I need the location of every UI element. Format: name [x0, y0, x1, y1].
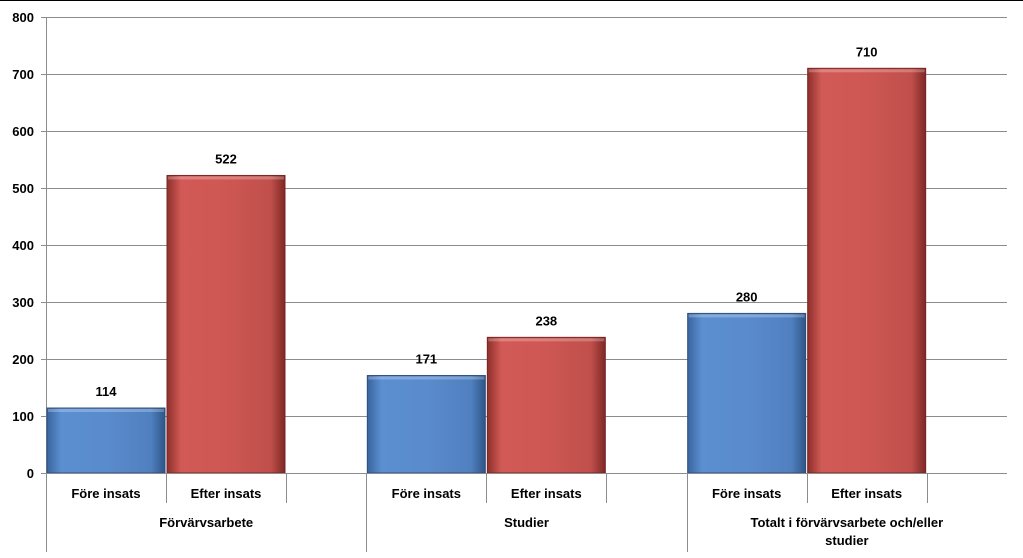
- series-category-label: Efter insats: [511, 486, 582, 501]
- series-category-label: Efter insats: [191, 486, 262, 501]
- y-tick-label: 0: [27, 466, 34, 481]
- bar-fore-1: [46, 407, 166, 474]
- data-label: 710: [856, 44, 878, 59]
- data-labels: 114 522 171 238 280 710: [96, 44, 878, 399]
- data-label: 522: [215, 151, 237, 166]
- group-label: Förvärvsarbete: [159, 515, 253, 530]
- bar-bevel: [368, 376, 485, 380]
- bar-bevel: [808, 69, 925, 73]
- data-label: 171: [415, 352, 437, 367]
- bar-bevel: [688, 314, 805, 318]
- bar-bevel: [48, 409, 164, 413]
- series-category-label: Före insats: [712, 486, 781, 501]
- y-tick-label: 100: [12, 409, 34, 424]
- bar-efter-2: [486, 336, 606, 474]
- bar-efter-1: [166, 174, 286, 474]
- data-label: 114: [96, 384, 118, 399]
- bar-fore-2: [366, 375, 486, 474]
- y-axis: 0 100 200 300 400 500 600 700 800: [12, 10, 47, 481]
- group-label: Studier: [504, 515, 549, 530]
- y-tick-label: 300: [12, 295, 34, 310]
- y-tick-label: 700: [12, 67, 34, 82]
- bar-fore-3: [687, 312, 807, 474]
- y-tick-label: 800: [12, 10, 34, 25]
- data-label: 280: [736, 289, 758, 304]
- y-tick-label: 200: [12, 352, 34, 367]
- y-tick-label: 600: [12, 124, 34, 139]
- series-category-label: Före insats: [392, 486, 461, 501]
- data-label: 238: [535, 313, 557, 328]
- y-tick-label: 500: [12, 181, 34, 196]
- series-category-label: Före insats: [71, 486, 140, 501]
- series-category-label: Efter insats: [831, 486, 902, 501]
- bar-efter-3: [807, 67, 927, 474]
- bar-bevel: [168, 176, 284, 180]
- bar-bevel: [488, 338, 605, 342]
- group-label: Totalt i förvärvsarbete och/eller: [750, 515, 943, 530]
- bars: [46, 67, 927, 474]
- group-label: studier: [825, 533, 868, 548]
- x-axis: Före insats Efter insats Förvärvsarbete För…: [46, 473, 1007, 552]
- y-tick-label: 400: [12, 238, 34, 253]
